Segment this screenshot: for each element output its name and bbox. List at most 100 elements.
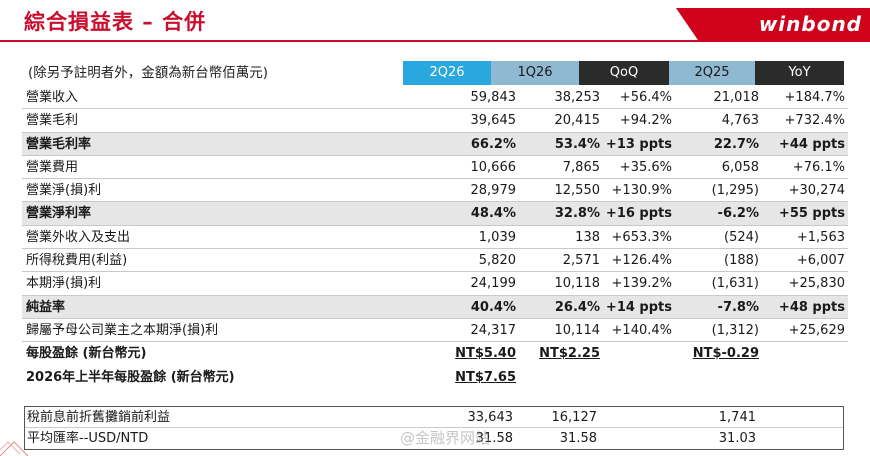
table-row: 稅前息前折舊攤銷前利益 33,643 16,127 1,741 <box>25 407 843 428</box>
cell-1q26: 26.4% <box>554 299 600 315</box>
cell-qoq: +653.3% <box>611 229 672 245</box>
cell-1q26: 10,114 <box>554 322 601 338</box>
cell-2q25: 31.03 <box>718 431 756 446</box>
cell-2q25: NT$-0.29 <box>692 346 759 362</box>
cell-qoq: +140.4% <box>611 322 672 338</box>
cell-2q25: 22.7% <box>713 136 759 152</box>
cell-1q26: 16,127 <box>551 410 598 425</box>
col-header-yoy: YoY <box>755 61 844 85</box>
cell-2q26: 39,645 <box>470 113 517 129</box>
cell-qoq: +56.4% <box>619 90 672 105</box>
cell-qoq: +130.9% <box>611 183 672 199</box>
cell-qoq: +139.2% <box>611 276 672 292</box>
cell-qoq: +35.6% <box>619 159 672 175</box>
unit-note: (除另予註明者外，金額為新台幣佰萬元) <box>28 65 269 81</box>
winbond-logo: winbond <box>676 8 870 42</box>
corner-decoration-icon <box>0 441 29 456</box>
cell-1q26: 7,865 <box>562 159 600 175</box>
cell-2q26: 59,843 <box>470 90 517 105</box>
table-row: 所得稅費用(利益) 5,820 2,571 +126.4% (188) +6,0… <box>22 249 848 273</box>
cell-2q25: (1,631) <box>711 276 759 292</box>
cell-yoy: +732.4% <box>784 113 845 129</box>
table-row: 營業淨(損)利 28,979 12,550 +130.9% (1,295) +3… <box>22 179 848 203</box>
cell-2q25: 21,018 <box>713 90 760 105</box>
table-row: 純益率 40.4% 26.4% +14 ppts -7.8% +48 ppts <box>22 295 848 319</box>
logo-text: winbond <box>758 12 862 36</box>
cell-2q26: 48.4% <box>470 206 516 222</box>
cell-1q26: 138 <box>575 229 600 245</box>
row-label: 平均匯率--USD/NTD <box>27 431 149 446</box>
income-statement-table: 營業收入 59,843 38,253 +56.4% 21,018 +184.7%… <box>22 86 848 389</box>
row-label: 每股盈餘 (新台幣元) <box>26 346 147 362</box>
cell-2q26: 31.58 <box>475 431 513 446</box>
cell-2q26: 33,643 <box>467 410 514 425</box>
cell-1q26: 32.8% <box>554 206 600 222</box>
cell-1q26: 38,253 <box>554 90 601 105</box>
col-header-2q26: 2Q26 <box>403 61 491 85</box>
cell-qoq: +13 ppts <box>605 136 672 152</box>
cell-2q26: 5,820 <box>478 253 516 269</box>
cell-2q26: 28,979 <box>470 183 517 199</box>
row-label: 營業毛利 <box>26 113 79 129</box>
col-header-1q26: 1Q26 <box>491 61 579 85</box>
cell-yoy: +1,563 <box>796 229 845 245</box>
cell-2q25: (1,312) <box>711 322 759 338</box>
cell-1q26: NT$2.25 <box>539 346 600 362</box>
table-row: 營業毛利 39,645 20,415 +94.2% 4,763 +732.4% <box>22 109 848 133</box>
cell-yoy: +76.1% <box>792 159 845 175</box>
cell-yoy: +55 ppts <box>778 206 845 222</box>
cell-1q26: 12,550 <box>554 183 601 199</box>
cell-1q26: 31.58 <box>559 431 597 446</box>
row-label: 歸屬予母公司業主之本期淨(損)利 <box>26 322 219 338</box>
col-header-2q25: 2Q25 <box>669 61 755 85</box>
cell-2q26: 24,317 <box>470 322 517 338</box>
row-label: 2026年上半年每股盈餘 (新台幣元) <box>26 369 235 385</box>
page-title: 綜合損益表 – 合併 <box>24 10 207 34</box>
cell-yoy: +30,274 <box>788 183 845 199</box>
row-label: 所得稅費用(利益) <box>26 253 128 269</box>
cell-2q26: NT$5.40 <box>455 346 516 362</box>
col-header-qoq: QoQ <box>579 61 669 85</box>
cell-yoy: +48 ppts <box>778 299 845 315</box>
table-row: 本期淨(損)利 24,199 10,118 +139.2% (1,631) +2… <box>22 272 848 296</box>
cell-2q25: 1,741 <box>718 410 756 425</box>
row-label: 營業費用 <box>26 159 79 175</box>
cell-2q25: (188) <box>724 253 759 269</box>
cell-yoy: +184.7% <box>784 90 845 105</box>
row-label: 純益率 <box>26 299 66 315</box>
cell-2q25: -7.8% <box>717 299 759 315</box>
cell-2q26: 66.2% <box>470 136 516 152</box>
row-label: 營業外收入及支出 <box>26 229 131 245</box>
cell-1q26: 2,571 <box>562 253 600 269</box>
cell-1q26: 20,415 <box>554 113 601 129</box>
table-row-h1-eps: 2026年上半年每股盈餘 (新台幣元) NT$7.65 <box>22 366 848 389</box>
row-label: 稅前息前折舊攤銷前利益 <box>27 410 171 425</box>
cell-1q26: 53.4% <box>554 136 600 152</box>
cell-yoy: +25,830 <box>788 276 845 292</box>
row-label: 營業毛利率 <box>26 136 92 152</box>
table-row: 營業毛利率 66.2% 53.4% +13 ppts 22.7% +44 ppt… <box>22 132 848 156</box>
row-label: 本期淨(損)利 <box>26 276 102 292</box>
title-rule <box>0 40 730 42</box>
cell-2q26: 10,666 <box>470 159 517 175</box>
cell-qoq: +16 ppts <box>605 206 672 222</box>
cell-yoy: +25,629 <box>788 322 845 338</box>
cell-2q26: 24,199 <box>470 276 517 292</box>
table-row: 營業費用 10,666 7,865 +35.6% 6,058 +76.1% <box>22 156 848 180</box>
table-row: 營業外收入及支出 1,039 138 +653.3% (524) +1,563 <box>22 226 848 250</box>
cell-2q26: 1,039 <box>478 229 516 245</box>
cell-qoq: +14 ppts <box>605 299 672 315</box>
cell-yoy: +44 ppts <box>778 136 845 152</box>
cell-2q26: 40.4% <box>470 299 516 315</box>
cell-yoy: +6,007 <box>796 253 845 269</box>
cell-qoq: +94.2% <box>619 113 672 129</box>
row-label: 營業淨利率 <box>26 206 92 222</box>
watermark: @金融界网站 <box>400 429 491 447</box>
row-label: 營業淨(損)利 <box>26 183 102 199</box>
table-row: 歸屬予母公司業主之本期淨(損)利 24,317 10,114 +140.4% (… <box>22 319 848 343</box>
table-row-eps: 每股盈餘 (新台幣元) NT$5.40 NT$2.25 NT$-0.29 <box>22 342 848 365</box>
table-row: 營業淨利率 48.4% 32.8% +16 ppts -6.2% +55 ppt… <box>22 202 848 226</box>
cell-2q25: 6,058 <box>721 159 759 175</box>
cell-2q25: (1,295) <box>711 183 759 199</box>
table-row: 營業收入 59,843 38,253 +56.4% 21,018 +184.7% <box>22 86 848 110</box>
